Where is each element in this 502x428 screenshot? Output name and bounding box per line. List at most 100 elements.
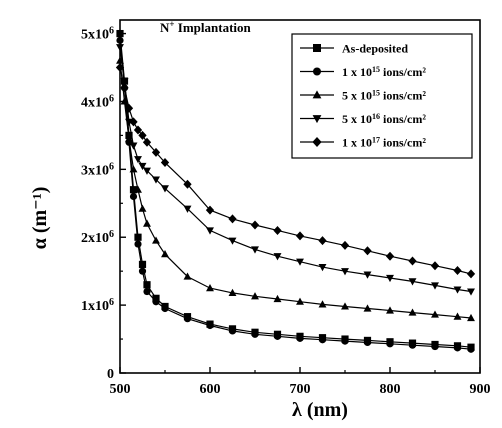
series-4-point [386,274,394,283]
series-5-point [160,158,170,168]
series-3-point [134,185,142,193]
series-2-point [453,344,462,352]
series-2-point [341,337,349,345]
x-tick-label: 900 [470,382,491,397]
series-5-point [115,63,125,73]
series-2-point [296,334,304,342]
series-3-point [138,204,147,212]
legend-label-post: ions/cm² [380,89,426,103]
series-2-point [273,332,282,340]
series-2-point [134,240,142,248]
y-tick-label-base: 4x10 [81,95,109,110]
x-tick-label: 700 [290,382,311,397]
series-2-point [152,298,160,306]
plot-area: 500 600 700 800 90001x1062x1063x1064x1065x10… [81,19,491,397]
y-tick-label: 4x106 [81,93,114,111]
series-4-point [408,278,417,286]
legend-label-post: ions/cm² [380,136,426,150]
series-3-point [152,236,160,244]
series-4-point [129,142,138,150]
legend-label-pre: 1 x 10 [342,136,372,150]
series-5-point [273,225,282,235]
legend-label-2: 1 x 1015 ions/cm² [342,65,426,80]
y-axis-label: α (m⁻¹) [29,187,51,250]
y-tick-label-base: 0 [107,367,114,382]
legend-label-post: ions/cm² [380,112,426,126]
series-4-point [228,237,237,245]
x-tick-label: 500 [110,382,131,397]
series-2-point [467,345,475,353]
series-3-point [143,219,151,227]
y-tick-label: 5x106 [81,25,114,43]
series-3-point [206,284,214,292]
series-2-point [251,330,259,338]
series-2-point [363,338,372,347]
series-5-point [466,269,476,279]
legend-label-pre: 5 x 10 [342,89,372,103]
legend-marker-2 [313,67,321,76]
series-2-point [116,36,124,44]
series-5-point [408,256,417,266]
series-3-point [228,288,237,296]
series-3-point [125,134,133,142]
series-4-point [453,286,462,294]
y-tick-label-exponent: 6 [109,161,114,172]
legend-label-4: 5 x 1016 ions/cm² [342,112,426,127]
series-4-point [467,288,475,296]
series-4-point [152,176,160,184]
series-5-point [124,103,134,113]
series-3-point [273,294,282,303]
legend-label-sup: 16 [372,112,380,121]
series-5-point [430,261,440,271]
series-3-point [453,312,462,320]
series-5-point [205,205,215,215]
y-tick-label-exponent: 6 [109,93,114,104]
legend-label-pre: 1 x 10 [342,65,372,79]
y-tick-label-base: 2x10 [81,231,109,246]
series-4-point [183,205,192,213]
series-3-point [183,272,192,280]
series-4-point [138,162,147,171]
series-2-point [318,336,327,344]
series-2-point [386,340,394,348]
series-2-point [138,267,147,275]
series-2-point [143,287,151,296]
y-tick-label-base: 5x10 [81,28,109,43]
legend-marker-3 [312,90,322,99]
series-4-point [431,282,439,290]
annotation: N+ Implantation [160,19,252,35]
series-5-point [385,251,395,261]
series-4-point [273,253,282,261]
series-5-point [363,246,372,256]
series-4-point [296,258,304,266]
series-3-point [408,308,417,316]
series-5-point [453,265,462,275]
series-1-point [116,29,124,38]
legend-marker-4 [312,115,322,124]
series-5-point [120,83,129,93]
y-tick-label-exponent: 6 [109,297,114,308]
legend-label-3: 5 x 1015 ions/cm² [342,88,426,103]
series-2-point [161,304,169,313]
y-tick-label-exponent: 6 [109,25,114,36]
series-4-point [206,227,214,235]
legend-label-post: ions/cm² [380,65,426,79]
series-3-point [341,302,349,310]
series-5-point [133,125,143,135]
legend-marker-1 [313,44,321,52]
series-3-point [431,310,439,318]
series-3-point [161,250,169,258]
series-3-point [296,297,304,305]
series-4-point [116,44,124,52]
series-1-point [143,281,151,289]
legend-box [291,33,473,159]
series-2-point [129,192,138,201]
x-tick-label: 600 [200,382,221,397]
series-3-point [318,300,327,308]
legend-marker-5 [312,137,322,147]
y-tick-label-exponent: 6 [109,229,114,240]
legend-label-sup: 15 [372,65,380,74]
series-2-point [228,327,237,335]
